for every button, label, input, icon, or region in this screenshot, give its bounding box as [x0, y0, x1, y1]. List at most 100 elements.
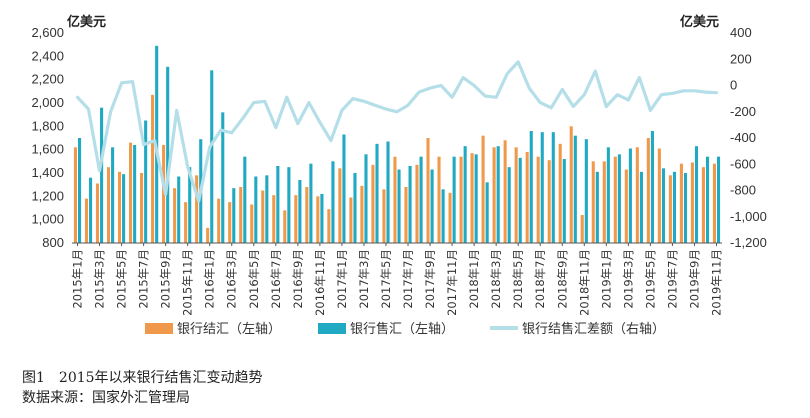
- bar-settlement: [470, 153, 474, 243]
- x-axis-tick-label: 2018年1月: [467, 249, 481, 309]
- bar-settlement: [624, 169, 628, 243]
- bar-sales: [331, 161, 335, 243]
- bar-settlement: [404, 187, 408, 243]
- bar-sales: [474, 154, 478, 243]
- bar-settlement: [327, 209, 331, 243]
- left-axis-tick-label: 1,000: [31, 212, 64, 227]
- bar-sales: [353, 173, 357, 243]
- bar-settlement: [283, 210, 287, 243]
- bar-sales: [408, 166, 412, 243]
- left-axis-tick-label: 1,600: [31, 142, 64, 157]
- x-axis-tick-label: 2017年3月: [357, 249, 371, 309]
- bar-settlement: [349, 197, 353, 243]
- x-axis-tick-label: 2018年3月: [489, 249, 503, 309]
- legend-label-settlement: 银行结汇（左轴）: [177, 322, 281, 337]
- bar-sales: [89, 177, 93, 243]
- bar-sales: [639, 171, 643, 243]
- bar-settlement: [426, 138, 430, 243]
- bar-settlement: [635, 147, 639, 243]
- x-axis-tick-label: 2016年3月: [225, 249, 239, 309]
- bar-sales: [496, 146, 500, 243]
- x-axis-tick-label: 2019年3月: [621, 249, 635, 309]
- bar-settlement: [73, 147, 78, 243]
- x-axis-tick-label: 2018年7月: [533, 249, 547, 309]
- bar-settlement: [206, 227, 210, 243]
- bar-sales: [144, 120, 148, 243]
- bar-settlement: [195, 175, 199, 243]
- left-axis-tick-label: 2,000: [31, 95, 64, 110]
- x-axis-tick-label: 2017年7月: [401, 249, 415, 309]
- right-axis-unit: 亿美元: [680, 14, 719, 30]
- bar-sales: [221, 112, 225, 243]
- right-axis-tick-label: -1,200: [730, 235, 767, 250]
- bar-sales: [518, 157, 522, 243]
- bar-settlement: [95, 183, 100, 243]
- bar-sales: [683, 173, 688, 243]
- bar-sales: [122, 174, 126, 243]
- bar-settlement: [668, 175, 672, 243]
- bar-sales: [309, 163, 313, 243]
- bar-settlement: [690, 162, 694, 243]
- bar-sales: [606, 147, 610, 243]
- x-axis-tick-label: 2016年11月: [313, 249, 327, 316]
- left-axis-tick-label: 2,400: [31, 48, 64, 63]
- bar-sales: [419, 156, 423, 243]
- bar-settlement: [525, 152, 529, 243]
- right-axis-tick-label: -1,000: [730, 209, 767, 224]
- bar-sales: [507, 167, 511, 243]
- bar-settlement: [547, 160, 551, 243]
- bar-settlement: [360, 185, 364, 243]
- axes: [72, 242, 722, 246]
- x-axis-tick-label: 2019年7月: [665, 249, 679, 309]
- legend-swatch-sales: [318, 323, 346, 334]
- bar-settlement: [514, 147, 518, 243]
- left-axis-tick-label: 2,200: [31, 72, 64, 87]
- bar-sales: [540, 132, 544, 243]
- bar-sales: [133, 145, 137, 243]
- bar-sales: [562, 159, 566, 243]
- bar-settlement: [316, 196, 320, 243]
- bar-settlement: [712, 163, 716, 243]
- x-axis-tick-label: 2019年9月: [687, 249, 701, 309]
- x-axis-tick-label: 2019年1月: [599, 249, 613, 309]
- bar-sales: [276, 166, 280, 243]
- x-axis-tick-label: 2015年9月: [159, 249, 173, 309]
- bar-sales: [397, 169, 401, 243]
- bar-settlement: [162, 145, 166, 243]
- data-source: 数据来源：国家外汇管理局: [22, 390, 190, 406]
- bar-sales: [694, 146, 699, 243]
- bar-sales: [342, 134, 346, 243]
- bar-settlement: [679, 163, 683, 243]
- bar-sales: [705, 156, 710, 243]
- left-axis-tick-label: 1,800: [31, 118, 64, 133]
- x-axis-tick-label: 2018年11月: [577, 249, 591, 316]
- bar-settlement: [129, 142, 133, 243]
- bar-sales: [628, 148, 632, 243]
- legend-label-sales: 银行售汇（左轴）: [350, 321, 454, 337]
- figure-caption: 图1 2015年以来银行结售汇变动趋势: [22, 370, 263, 386]
- bar-sales: [584, 139, 588, 243]
- legend-label-balance: 银行结售汇差额（右轴）: [522, 321, 665, 337]
- x-axis-tick-label: 2017年11月: [445, 249, 459, 316]
- bar-settlement: [272, 195, 276, 243]
- bar-settlement: [613, 156, 617, 243]
- bar-settlement: [459, 156, 463, 243]
- right-axis-tick-label: -400: [730, 130, 756, 145]
- bar-sales: [529, 131, 533, 243]
- right-axis-tick-label: -600: [730, 156, 756, 171]
- bar-settlement: [558, 143, 562, 243]
- x-axis-tick-label: 2017年9月: [423, 249, 437, 309]
- x-axis-tick-label: 2019年11月: [709, 249, 723, 316]
- bar-settlement: [657, 148, 661, 243]
- bar-settlement: [173, 188, 177, 243]
- x-axis-tick-label: 2016年7月: [269, 249, 283, 309]
- x-axis-tick-label: 2019年5月: [643, 249, 657, 309]
- bar-sales: [166, 66, 170, 243]
- bar-settlement: [646, 138, 650, 243]
- bar-settlement: [591, 161, 595, 243]
- bar-sales: [287, 167, 291, 243]
- bar-settlement: [580, 215, 584, 243]
- bar-settlement: [415, 164, 419, 243]
- bar-sales: [386, 141, 390, 243]
- x-axis-tick-label: 2016年9月: [291, 249, 305, 309]
